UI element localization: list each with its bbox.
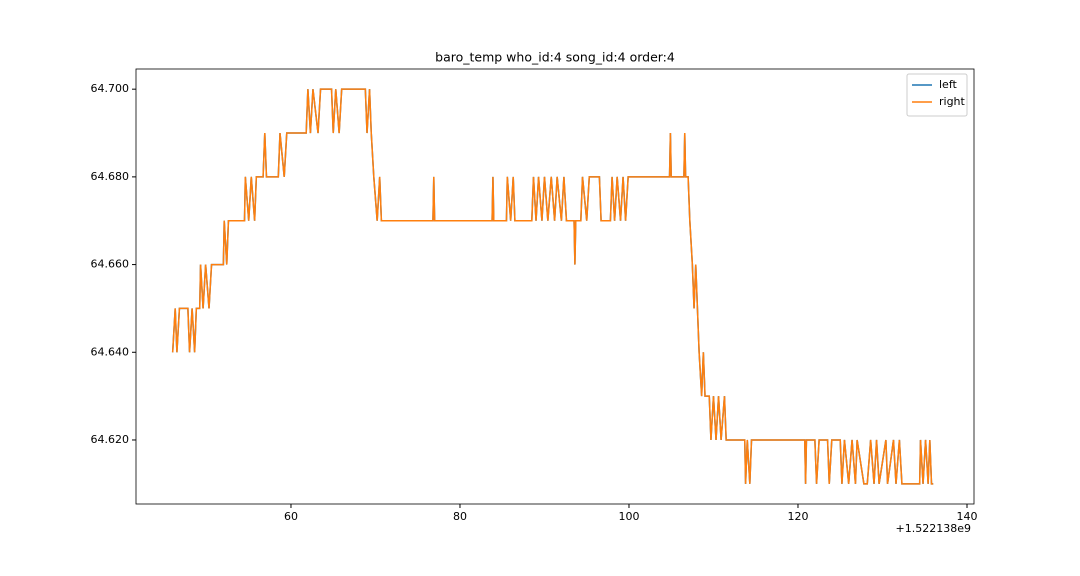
y-tick-label: 64.640 <box>91 345 130 358</box>
y-tick-label: 64.680 <box>91 170 130 183</box>
y-tick-label: 64.620 <box>91 433 130 446</box>
plot-frame <box>135 68 975 505</box>
x-tick-label: 100 <box>618 510 639 523</box>
y-tick-label: 64.700 <box>91 82 130 95</box>
x-offset-label: +1.522138e9 <box>896 522 971 535</box>
x-tick-label: 80 <box>453 510 467 523</box>
y-tick-label: 64.660 <box>91 258 130 271</box>
legend-label: left <box>939 78 958 91</box>
chart-title: baro_temp who_id:4 song_id:4 order:4 <box>435 50 675 65</box>
data-line <box>171 88 934 485</box>
x-tick-label: 140 <box>956 510 977 523</box>
legend-label: right <box>939 95 966 108</box>
x-tick-label: 120 <box>787 510 808 523</box>
x-tick-label: 60 <box>284 510 298 523</box>
